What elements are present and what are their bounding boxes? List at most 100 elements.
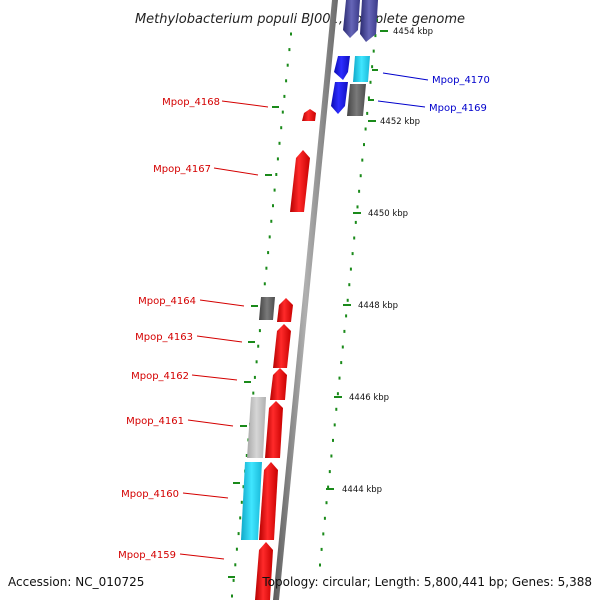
svg-text:Mpop_4168: Mpop_4168 (162, 97, 220, 108)
gene-label-mpop-4163[interactable]: Mpop_4163 (135, 332, 255, 343)
gene-feature-cyan-mpop-4160 (241, 462, 262, 540)
gene-feature-blue-b (331, 82, 348, 114)
svg-text:Mpop_4167: Mpop_4167 (153, 164, 211, 175)
guide-dot (354, 220, 357, 224)
gene-label-mpop-4162[interactable]: Mpop_4162 (131, 371, 251, 383)
gene-feature-gray-mpop-4169 (347, 84, 366, 116)
guide-dot (231, 594, 233, 598)
scale-ticks: 4454 kbp 4452 kbp 4450 kbp 4448 kbp 4446… (326, 27, 433, 495)
svg-text:4448 kbp: 4448 kbp (358, 301, 398, 311)
guide-dot (267, 251, 270, 255)
gene-label-mpop-4164[interactable]: Mpop_4164 (138, 296, 258, 307)
guide-dot (330, 454, 333, 458)
guide-dot (281, 110, 284, 114)
svg-text:Mpop_4159: Mpop_4159 (118, 550, 176, 561)
guide-dot (257, 344, 260, 348)
gene-label-mpop-4161[interactable]: Mpop_4161 (126, 416, 247, 427)
guide-dot (363, 143, 365, 147)
dotted-guide-tracks (231, 18, 378, 598)
guide-dot (341, 345, 344, 349)
gene-feature-mpop-4161 (265, 401, 283, 458)
guide-dot (320, 547, 323, 551)
guide-dot (366, 111, 369, 115)
guide-dot (343, 329, 346, 333)
gene-label-mpop-4168[interactable]: Mpop_4168 (162, 97, 279, 108)
guide-dot (234, 563, 237, 567)
guide-dot (278, 141, 281, 145)
scale-tick: 4444 kbp (326, 485, 382, 495)
scale-tick: 4448 kbp (343, 301, 398, 311)
svg-text:Mpop_4160: Mpop_4160 (121, 489, 179, 500)
svg-text:4452 kbp: 4452 kbp (380, 117, 420, 127)
guide-dot (327, 485, 330, 489)
gene-feature-mpop-4163 (273, 324, 291, 368)
guide-dot (349, 267, 352, 271)
guide-dot (351, 252, 354, 256)
svg-text:Mpop_4163: Mpop_4163 (135, 332, 193, 343)
guide-dot (336, 392, 339, 396)
guide-dot (270, 219, 273, 223)
guide-dot (367, 96, 370, 100)
guide-dot (239, 516, 242, 520)
guide-dot (358, 189, 361, 193)
gene-features (241, 0, 378, 600)
svg-text:4444 kbp: 4444 kbp (342, 485, 382, 495)
guide-dot (273, 188, 276, 192)
guide-dot (325, 501, 328, 505)
guide-dot (232, 578, 235, 582)
guide-dot (275, 173, 278, 176)
gene-label-mpop-4170[interactable]: Mpop_4170 (372, 69, 490, 86)
gene-label-mpop-4167[interactable]: Mpop_4167 (153, 164, 272, 176)
guide-dot (255, 360, 258, 364)
guide-dot (280, 126, 283, 130)
gene-feature-mpop-4168 (302, 109, 316, 121)
scale-tick: 4454 kbp (380, 27, 433, 37)
svg-text:Mpop_4162: Mpop_4162 (131, 371, 189, 382)
scale-tick: 4450 kbp (353, 209, 408, 219)
guide-dot (290, 32, 292, 36)
guide-dot (369, 80, 372, 84)
gene-label-mpop-4169[interactable]: Mpop_4169 (368, 99, 487, 114)
guide-dot (328, 470, 331, 474)
guide-dot (237, 532, 240, 536)
gene-label-mpop-4160[interactable]: Mpop_4160 (121, 482, 240, 500)
guide-dot (359, 174, 362, 178)
svg-text:Mpop_4170: Mpop_4170 (432, 75, 490, 86)
guide-dot (288, 48, 291, 52)
guide-dot (283, 94, 286, 98)
svg-text:4450 kbp: 4450 kbp (368, 209, 408, 219)
guide-dot (322, 532, 325, 536)
scale-tick: 4452 kbp (368, 117, 420, 127)
gene-feature-mpop-4167 (290, 150, 310, 212)
guide-dot (242, 485, 245, 489)
guide-dot (333, 423, 336, 427)
svg-text:Mpop_4164: Mpop_4164 (138, 296, 196, 307)
guide-dot (258, 329, 261, 333)
svg-text:Mpop_4161: Mpop_4161 (126, 416, 184, 427)
gene-feature-lightgray-4161 (247, 397, 266, 458)
guide-dot (338, 376, 341, 380)
guide-dot (253, 375, 256, 379)
svg-text:4446 kbp: 4446 kbp (349, 393, 389, 403)
guide-dot (356, 205, 359, 209)
gene-feature-mpop-4164 (277, 298, 293, 322)
guide-dot (245, 454, 248, 457)
guide-dot (252, 391, 255, 395)
gene-labels-right: Mpop_4170 Mpop_4169 (368, 69, 490, 114)
topology-text: Topology: circular; Length: 5,800,441 bp… (261, 575, 592, 589)
guide-dot (332, 438, 334, 442)
gene-label-mpop-4159[interactable]: Mpop_4159 (118, 550, 235, 578)
guide-dot (348, 283, 351, 287)
guide-dot (276, 157, 279, 161)
guide-dot (340, 361, 343, 365)
svg-text:Mpop_4169: Mpop_4169 (429, 103, 487, 114)
guide-dot (235, 547, 238, 551)
genome-backbone (273, 0, 338, 600)
guide-dot (374, 34, 377, 38)
gene-feature-top-navy-a (343, 0, 360, 38)
guide-dot (361, 158, 364, 162)
scale-tick: 4446 kbp (334, 393, 389, 403)
guide-dot (268, 235, 271, 239)
guide-dot (345, 314, 348, 318)
